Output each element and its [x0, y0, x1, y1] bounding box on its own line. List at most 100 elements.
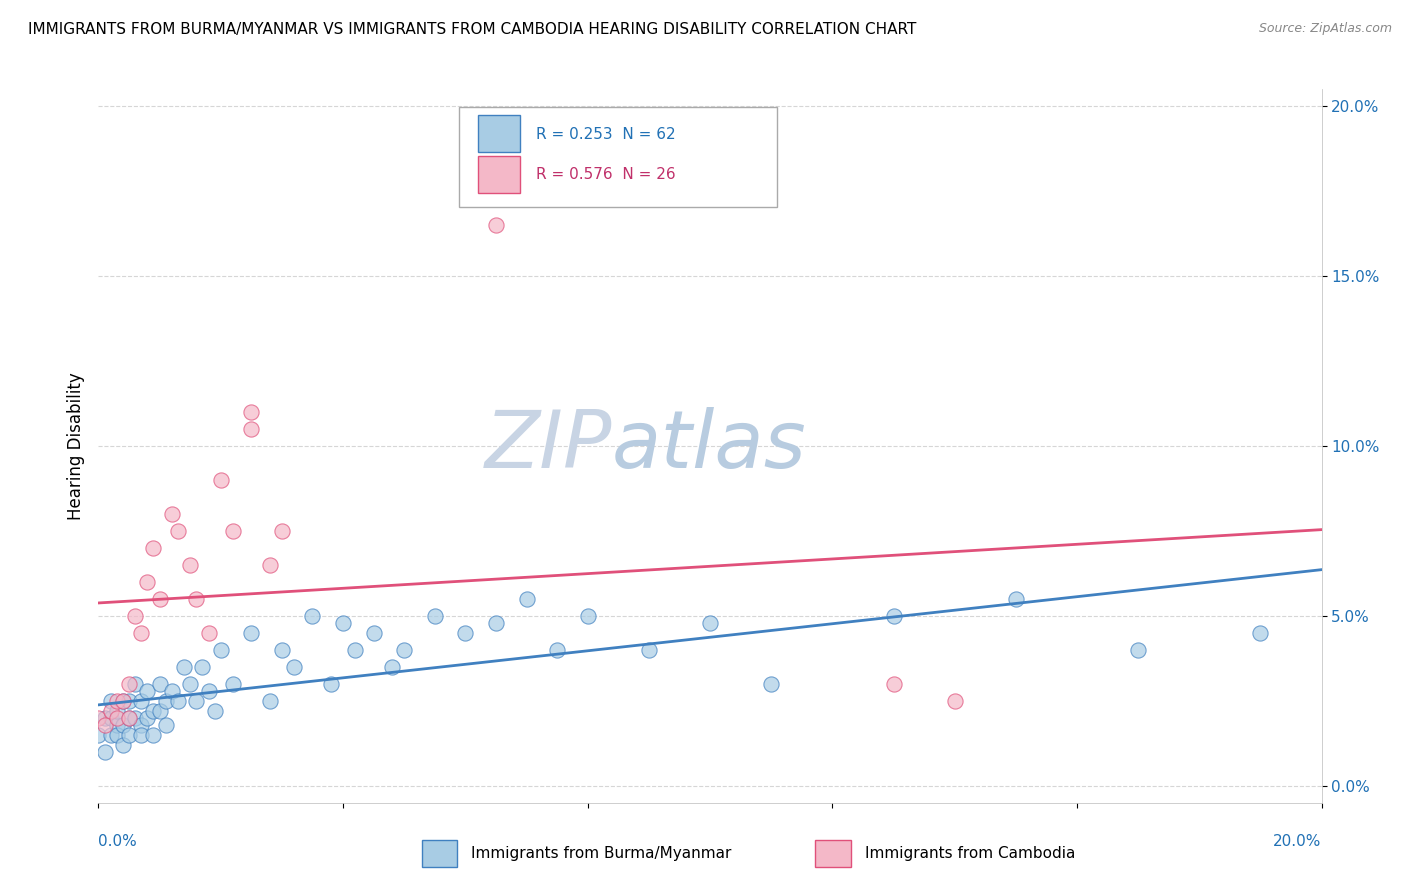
Y-axis label: Hearing Disability: Hearing Disability	[66, 372, 84, 520]
Point	[118, 711, 141, 725]
Point	[142, 728, 165, 742]
Point	[111, 738, 134, 752]
Point	[240, 626, 263, 640]
Point	[381, 660, 404, 674]
Text: R = 0.253  N = 62: R = 0.253 N = 62	[536, 127, 676, 142]
Point	[105, 728, 128, 742]
Point	[1249, 626, 1271, 640]
Point	[454, 626, 477, 640]
Point	[186, 591, 208, 606]
Point	[149, 677, 172, 691]
Point	[129, 694, 152, 708]
Point	[136, 683, 159, 698]
Point	[124, 677, 146, 691]
Text: IMMIGRANTS FROM BURMA/MYANMAR VS IMMIGRANTS FROM CAMBODIA HEARING DISABILITY COR: IMMIGRANTS FROM BURMA/MYANMAR VS IMMIGRA…	[28, 22, 917, 37]
Text: Immigrants from Cambodia: Immigrants from Cambodia	[865, 847, 1076, 861]
Point	[883, 608, 905, 623]
Point	[124, 608, 146, 623]
Point	[160, 507, 183, 521]
Point	[118, 711, 141, 725]
Point	[270, 643, 292, 657]
Text: 0.0%: 0.0%	[98, 834, 138, 849]
Text: Source: ZipAtlas.com: Source: ZipAtlas.com	[1258, 22, 1392, 36]
Point	[142, 541, 165, 555]
Text: ZIP: ZIP	[485, 407, 612, 485]
Point	[301, 608, 323, 623]
Point	[155, 717, 177, 731]
Point	[167, 524, 190, 538]
Point	[124, 711, 146, 725]
Point	[943, 694, 966, 708]
Point	[100, 694, 122, 708]
Point	[222, 524, 245, 538]
Point	[100, 704, 122, 718]
Point	[105, 694, 128, 708]
Point	[129, 728, 152, 742]
FancyBboxPatch shape	[460, 107, 778, 207]
Point	[100, 711, 122, 725]
Point	[87, 728, 110, 742]
Point	[179, 677, 201, 691]
Text: R = 0.576  N = 26: R = 0.576 N = 26	[536, 168, 676, 182]
Point	[546, 643, 568, 657]
Point	[149, 591, 172, 606]
Point	[155, 694, 177, 708]
Point	[129, 717, 152, 731]
Point	[105, 717, 128, 731]
Point	[105, 711, 128, 725]
Point	[1128, 643, 1150, 657]
Point	[191, 660, 214, 674]
Point	[392, 643, 416, 657]
Point	[118, 677, 141, 691]
Point	[100, 728, 122, 742]
Point	[204, 704, 226, 718]
Point	[485, 615, 508, 630]
Point	[699, 615, 721, 630]
Text: Immigrants from Burma/Myanmar: Immigrants from Burma/Myanmar	[471, 847, 731, 861]
Bar	[478, 115, 520, 152]
Point	[160, 683, 183, 698]
Point	[111, 694, 134, 708]
Point	[363, 626, 385, 640]
Point	[136, 574, 159, 589]
Bar	[478, 155, 520, 193]
Point	[179, 558, 201, 572]
Point	[259, 558, 281, 572]
Point	[209, 473, 232, 487]
Point	[240, 405, 263, 419]
Point	[149, 704, 172, 718]
Point	[186, 694, 208, 708]
Point	[222, 677, 245, 691]
Text: 20.0%: 20.0%	[1274, 834, 1322, 849]
Text: atlas: atlas	[612, 407, 807, 485]
Point	[136, 711, 159, 725]
Point	[197, 626, 219, 640]
Point	[209, 643, 232, 657]
Point	[111, 717, 134, 731]
Point	[883, 677, 905, 691]
Point	[423, 608, 446, 623]
Point	[111, 694, 134, 708]
Point	[516, 591, 538, 606]
Point	[259, 694, 281, 708]
Point	[283, 660, 305, 674]
Point	[93, 717, 115, 731]
Point	[332, 615, 354, 630]
Point	[576, 608, 599, 623]
Point	[637, 643, 661, 657]
Point	[93, 711, 115, 725]
Point	[118, 728, 141, 742]
Point	[167, 694, 190, 708]
Point	[240, 422, 263, 436]
Point	[197, 683, 219, 698]
Point	[173, 660, 195, 674]
Point	[129, 626, 152, 640]
Point	[344, 643, 367, 657]
Point	[485, 218, 508, 232]
Point	[142, 704, 165, 718]
Point	[93, 745, 115, 759]
Point	[105, 704, 128, 718]
Point	[1004, 591, 1026, 606]
Point	[759, 677, 782, 691]
Point	[319, 677, 342, 691]
